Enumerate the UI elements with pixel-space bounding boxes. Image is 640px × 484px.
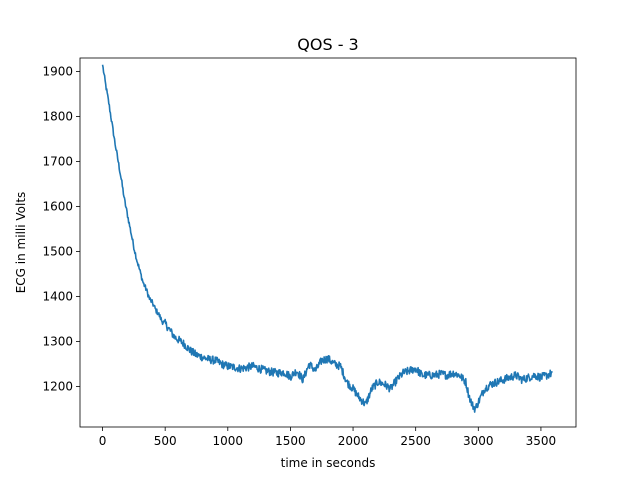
x-tick-label: 500 bbox=[154, 434, 177, 448]
x-tick-label: 1500 bbox=[275, 434, 306, 448]
y-axis-ticks: 1200 1300 1400 1500 1600 1700 1800 1900 bbox=[42, 65, 80, 394]
x-axis-label: time in seconds bbox=[281, 456, 376, 470]
x-axis-ticks: 0 500 1000 1500 2000 2500 3000 3500 bbox=[99, 427, 556, 448]
y-tick-label: 1200 bbox=[42, 380, 73, 394]
x-tick-label: 2000 bbox=[338, 434, 369, 448]
y-tick-label: 1500 bbox=[42, 245, 73, 259]
chart-title: QOS - 3 bbox=[297, 35, 358, 54]
axes-frame bbox=[79, 57, 577, 428]
x-tick-label: 3000 bbox=[463, 434, 494, 448]
x-tick-label: 3500 bbox=[526, 434, 557, 448]
y-tick-label: 1600 bbox=[42, 200, 73, 214]
x-tick-label: 1000 bbox=[213, 434, 244, 448]
y-axis-label: ECG in milli Volts bbox=[14, 192, 28, 294]
plot-area bbox=[101, 64, 553, 413]
x-tick-label: 2500 bbox=[400, 434, 431, 448]
y-tick-label: 1800 bbox=[42, 110, 73, 124]
series-line bbox=[101, 64, 553, 413]
y-tick-label: 1300 bbox=[42, 335, 73, 349]
y-tick-label: 1700 bbox=[42, 155, 73, 169]
y-tick-label: 1400 bbox=[42, 290, 73, 304]
x-tick-label: 0 bbox=[99, 434, 107, 448]
y-tick-label: 1900 bbox=[42, 65, 73, 79]
